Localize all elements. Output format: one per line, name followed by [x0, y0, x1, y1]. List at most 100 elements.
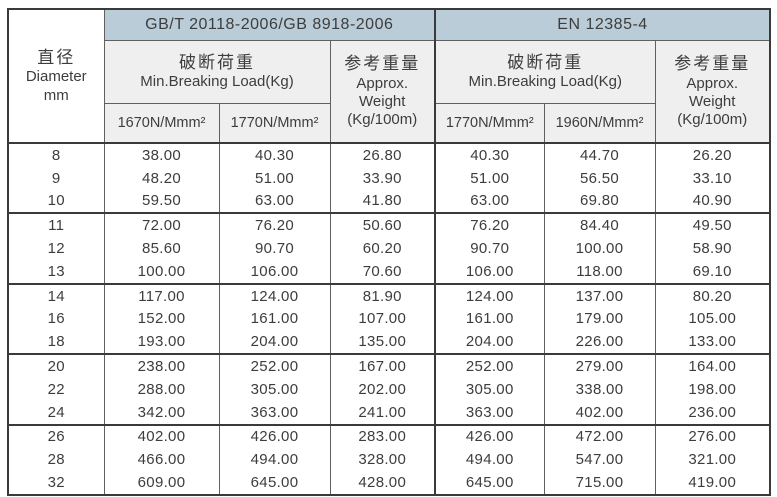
en-breaking-load-header: 破断荷重 Min.Breaking Load(Kg): [434, 40, 656, 104]
diameter-header-cell: 直径 Diameter mm: [7, 8, 105, 144]
diameter-cell: 22: [7, 377, 105, 401]
gb-load-1770-cell: 204.00: [218, 330, 331, 355]
en-breaking-load-en: Min.Breaking Load(Kg): [468, 73, 622, 91]
diameter-cell: 9: [7, 166, 105, 190]
diameter-cell: 13: [7, 259, 105, 284]
table-row: 11 72.00 76.20 50.60 76.20 84.40 49.50: [7, 212, 771, 238]
en-weight-cell: 69.10: [654, 259, 771, 284]
table-row: 14 117.00 124.00 81.90 124.00 137.00 80.…: [7, 282, 771, 308]
diameter-cell: 11: [7, 212, 105, 238]
gb-load-1670-cell: 152.00: [103, 307, 220, 331]
gb-load-1770-cell: 645.00: [218, 471, 331, 495]
en-weight-zh: 参考重量: [674, 54, 751, 74]
gb-breaking-load-header: 破断荷重 Min.Breaking Load(Kg): [103, 40, 331, 104]
gb-breaking-load-zh: 破断荷重: [179, 53, 255, 73]
gb-grade-1670-header: 1670N/Mmm²: [103, 103, 220, 144]
table-row: 18 193.00 204.00 135.00 204.00 226.00 13…: [7, 330, 771, 355]
gb-weight-cell: 70.60: [329, 259, 436, 284]
en-load-1960-cell: 44.70: [543, 142, 656, 167]
en-load-1960-cell: 472.00: [543, 423, 656, 449]
table-body: 8 38.00 40.30 26.80 40.30 44.70 26.20 9 …: [7, 142, 771, 495]
en-load-1960-cell: 402.00: [543, 400, 656, 425]
gb-weight-zh: 参考重量: [344, 54, 421, 74]
en-load-1960-cell: 118.00: [543, 259, 656, 284]
gb-load-1670-cell: 48.20: [103, 166, 220, 190]
gb-weight-cell: 428.00: [329, 471, 436, 495]
gb-load-1670-cell: 100.00: [103, 259, 220, 284]
gb-weight-cell: 135.00: [329, 330, 436, 355]
en-load-1770-cell: 106.00: [434, 259, 545, 284]
diameter-cell: 24: [7, 400, 105, 425]
en-weight-en-line1: Approx.: [686, 74, 739, 92]
table-header: 直径 Diameter mm GB/T 20118-2006/GB 8918-2…: [7, 8, 771, 144]
en-load-1960-cell: 100.00: [543, 237, 656, 260]
gb-weight-cell: 33.90: [329, 166, 436, 190]
en-load-1770-cell: 124.00: [434, 282, 545, 308]
gb-load-1770-cell: 40.30: [218, 142, 331, 167]
en-load-1770-cell: 204.00: [434, 330, 545, 355]
en-load-1770-cell: 252.00: [434, 353, 545, 378]
en-load-1960-cell: 715.00: [543, 471, 656, 495]
gb-breaking-load-en: Min.Breaking Load(Kg): [140, 73, 294, 91]
gb-load-1670-cell: 59.50: [103, 189, 220, 214]
en-load-1770-cell: 40.30: [434, 142, 545, 167]
gb-load-1770-cell: 51.00: [218, 166, 331, 190]
table-row: 26 402.00 426.00 283.00 426.00 472.00 27…: [7, 423, 771, 449]
gb-load-1670-cell: 342.00: [103, 400, 220, 425]
en-load-1770-cell: 63.00: [434, 189, 545, 214]
en-weight-cell: 33.10: [654, 166, 771, 190]
diameter-cell: 28: [7, 448, 105, 472]
gb-weight-cell: 50.60: [329, 212, 436, 238]
gb-load-1770-cell: 161.00: [218, 307, 331, 331]
diameter-cell: 12: [7, 237, 105, 260]
gb-weight-cell: 241.00: [329, 400, 436, 425]
diameter-cell: 32: [7, 471, 105, 495]
en-grade-1770-header: 1770N/Mmm²: [434, 103, 545, 144]
en-weight-en-line2: Weight: [689, 92, 736, 110]
gb-load-1770-cell: 426.00: [218, 423, 331, 449]
gb-weight-cell: 167.00: [329, 353, 436, 378]
table-row: 9 48.20 51.00 33.90 51.00 56.50 33.10: [7, 166, 771, 190]
diameter-cell: 16: [7, 307, 105, 331]
en-load-1770-cell: 363.00: [434, 400, 545, 425]
diameter-cell: 26: [7, 423, 105, 449]
gb-grade-1770-header: 1770N/Mmm²: [218, 103, 331, 144]
en-load-1960-cell: 84.40: [543, 212, 656, 238]
gb-load-1770-cell: 252.00: [218, 353, 331, 378]
en-load-1770-cell: 645.00: [434, 471, 545, 495]
en-load-1770-cell: 90.70: [434, 237, 545, 260]
en-load-1960-cell: 137.00: [543, 282, 656, 308]
gb-weight-header: 参考重量 Approx. Weight (Kg/100m): [329, 40, 436, 144]
en-load-1960-cell: 179.00: [543, 307, 656, 331]
diameter-label-zh: 直径: [37, 48, 76, 68]
en-weight-cell: 49.50: [654, 212, 771, 238]
en-load-1960-cell: 226.00: [543, 330, 656, 355]
gb-load-1670-cell: 72.00: [103, 212, 220, 238]
diameter-cell: 20: [7, 353, 105, 378]
gb-load-1770-cell: 363.00: [218, 400, 331, 425]
diameter-label-en: Diameter: [25, 68, 87, 86]
en-weight-cell: 133.00: [654, 330, 771, 355]
table-row: 13 100.00 106.00 70.60 106.00 118.00 69.…: [7, 259, 771, 284]
en-load-1770-cell: 161.00: [434, 307, 545, 331]
gb-load-1770-cell: 76.20: [218, 212, 331, 238]
gb-load-1670-cell: 38.00: [103, 142, 220, 167]
gb-weight-en-line3: (Kg/100m): [347, 111, 418, 129]
diameter-cell: 14: [7, 282, 105, 308]
gb-weight-en-line2: Weight: [359, 92, 406, 110]
gb-load-1670-cell: 466.00: [103, 448, 220, 472]
gb-weight-en-line1: Approx.: [356, 74, 409, 92]
en-breaking-load-zh: 破断荷重: [507, 53, 584, 73]
en-weight-cell: 40.90: [654, 189, 771, 214]
en-load-1960-cell: 69.80: [543, 189, 656, 214]
gb-weight-cell: 107.00: [329, 307, 436, 331]
table-row: 20 238.00 252.00 167.00 252.00 279.00 16…: [7, 353, 771, 378]
gb-load-1670-cell: 288.00: [103, 377, 220, 401]
gb-weight-cell: 60.20: [329, 237, 436, 260]
en-load-1960-cell: 547.00: [543, 448, 656, 472]
wire-rope-spec-table: 直径 Diameter mm GB/T 20118-2006/GB 8918-2…: [7, 8, 771, 496]
en-weight-cell: 198.00: [654, 377, 771, 401]
en-weight-cell: 321.00: [654, 448, 771, 472]
en-weight-header: 参考重量 Approx. Weight (Kg/100m): [654, 40, 771, 144]
en-load-1770-cell: 76.20: [434, 212, 545, 238]
